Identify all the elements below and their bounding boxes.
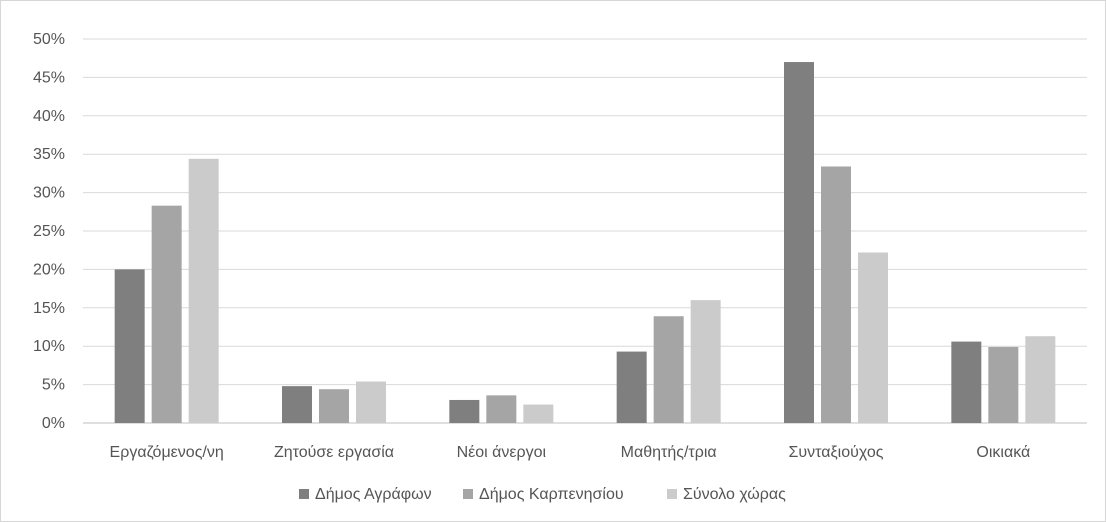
- bar: [114, 269, 145, 423]
- y-tick-label: 25%: [33, 223, 65, 240]
- bar: [858, 252, 888, 423]
- bar: [449, 399, 480, 423]
- y-tick-label: 45%: [33, 69, 65, 86]
- bar: [319, 389, 349, 423]
- x-tick-label: Οικιακά: [976, 444, 1030, 461]
- y-tick-label: 15%: [33, 300, 65, 317]
- bar: [1025, 336, 1056, 423]
- y-tick-label: 10%: [33, 338, 65, 355]
- y-tick-label: 30%: [33, 185, 65, 202]
- bar: [188, 158, 219, 424]
- legend: Δήμος Αγράφων Δήμος Καρπενησίου Σύνολο χώρ…: [299, 486, 786, 503]
- y-tick-label: 0%: [42, 415, 65, 432]
- y-tick-label: 35%: [33, 146, 65, 163]
- y-axis-ticks: 0% 5% 10% 15% 20% 25% 30% 35% 40% 45% 50%: [33, 31, 65, 432]
- legend-swatch: [667, 489, 677, 499]
- bar: [784, 62, 814, 423]
- legend-label: Δήμος Καρπενησίου: [479, 486, 624, 503]
- bars: [114, 62, 1056, 424]
- x-tick-label: Συνταξιούχος: [789, 444, 884, 461]
- bar: [486, 395, 517, 423]
- x-tick-label: Εργαζόμενος/νη: [110, 444, 224, 461]
- gridlines: [83, 38, 1087, 424]
- legend-swatch: [463, 489, 473, 499]
- legend-item: Δήμος Αγράφων: [299, 486, 432, 503]
- legend-item: Σύνολο χώρας: [667, 486, 786, 503]
- bar: [151, 205, 182, 423]
- bar: [653, 316, 684, 423]
- bar: [616, 351, 647, 423]
- x-tick-label: Νέοι άνεργοι: [457, 444, 547, 461]
- legend-swatch: [299, 489, 309, 499]
- y-tick-label: 5%: [42, 377, 65, 394]
- legend-label: Δήμος Αγράφων: [315, 486, 432, 503]
- x-tick-label: Ζητούσε εργασία: [274, 444, 394, 461]
- legend-item: Δήμος Καρπενησίου: [463, 486, 624, 503]
- bar: [523, 404, 554, 423]
- x-axis-ticks: Εργαζόμενος/νη Ζητούσε εργασία Νέοι άνεργο…: [110, 444, 1031, 461]
- bar: [951, 341, 982, 423]
- legend-label: Σύνολο χώρας: [683, 486, 786, 503]
- y-tick-label: 50%: [33, 31, 65, 48]
- y-tick-label: 20%: [33, 261, 65, 278]
- x-tick-label: Μαθητής/τρια: [621, 444, 717, 461]
- bar: [690, 300, 721, 423]
- y-tick-label: 40%: [33, 108, 65, 125]
- bar: [282, 386, 312, 423]
- bar: [988, 346, 1019, 423]
- bar: [356, 381, 386, 423]
- bar: [821, 166, 851, 423]
